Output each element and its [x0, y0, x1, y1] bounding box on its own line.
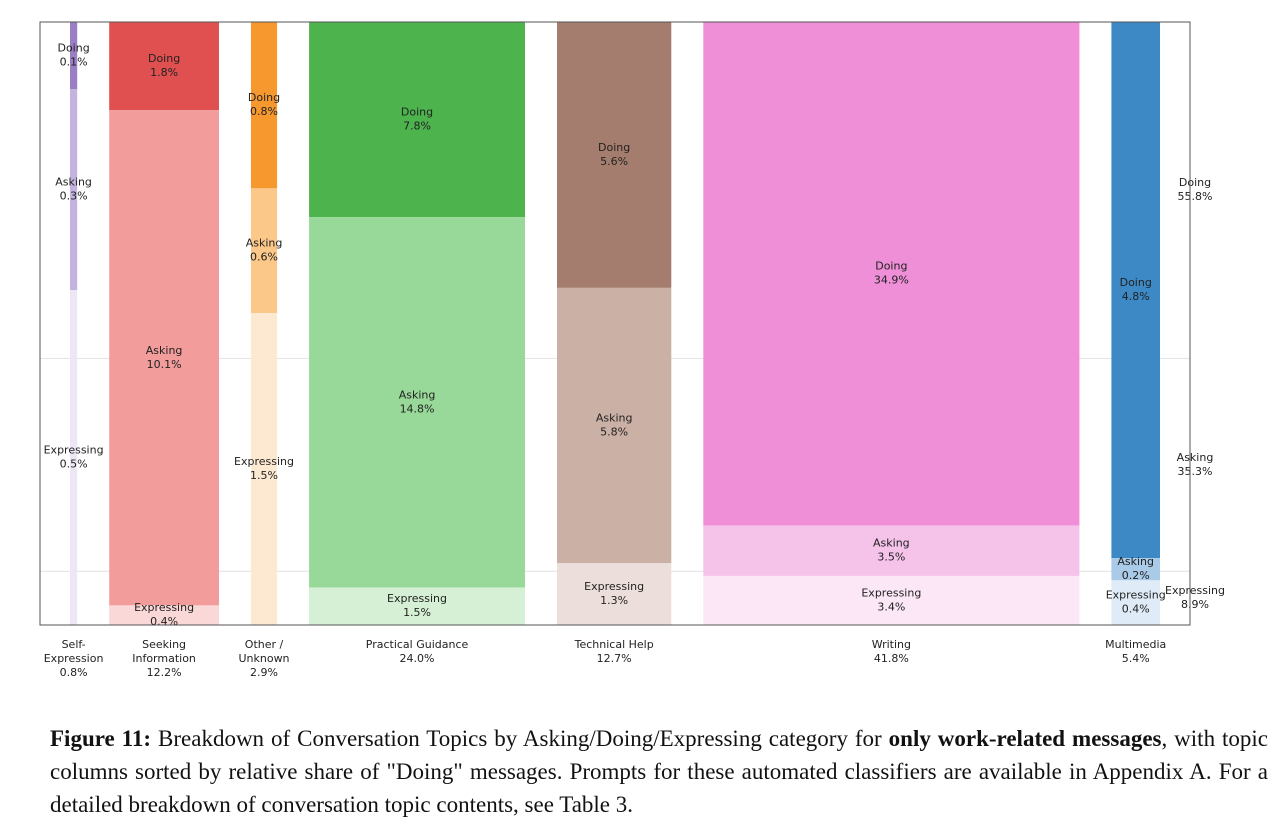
category-total: 0.8%	[59, 666, 88, 679]
segment-label: 1.8%	[150, 66, 178, 79]
segment-label: 0.6%	[250, 251, 278, 264]
segment-label: 5.8%	[600, 426, 628, 439]
segment-label: 0.8%	[250, 105, 278, 118]
segment	[109, 110, 219, 606]
caption-run: only work-related messages	[888, 726, 1162, 751]
segment	[557, 563, 672, 625]
segment-name: Doing	[401, 106, 433, 119]
category-total: 24.0%	[399, 652, 435, 665]
x-label: Writing 41.8%	[836, 638, 946, 666]
overall-name: Asking	[1177, 451, 1214, 464]
segment	[309, 587, 526, 625]
category-total: 12.2%	[146, 666, 182, 679]
segment-name: Doing	[598, 141, 630, 154]
category-name: Other / Unknown	[238, 638, 290, 665]
x-label: Practical Guidance 24.0%	[362, 638, 472, 666]
segment-label: 10.1%	[147, 358, 182, 371]
segment-name: Expressing	[134, 601, 194, 614]
category-total: 41.8%	[873, 652, 909, 665]
segment-label: 34.9%	[874, 274, 909, 287]
segment-label: 0.4%	[1122, 603, 1150, 616]
segment-name: Asking	[246, 237, 283, 250]
segment-label: 3.5%	[877, 551, 905, 564]
segment	[250, 313, 278, 625]
segment-name: Doing	[148, 52, 180, 65]
segment-label: 1.3%	[600, 594, 628, 607]
caption: Figure 11: Breakdown of Conversation Top…	[50, 722, 1268, 821]
segment	[109, 605, 219, 625]
segment	[1111, 580, 1160, 625]
caption-run: Breakdown of Conversation Topics by Aski…	[151, 726, 889, 751]
category-total: 12.7%	[596, 652, 632, 665]
plot-frame	[39, 21, 1191, 626]
segment-name: Asking	[55, 176, 92, 189]
category-name: Self-Expression	[43, 638, 104, 665]
segment	[250, 188, 278, 314]
category-name: Practical Guidance	[365, 638, 469, 651]
segment-name: Asking	[146, 344, 183, 357]
segment-name: Asking	[1117, 555, 1154, 568]
overall-label: 8.9%	[1181, 598, 1209, 611]
caption-run: Figure 11:	[50, 726, 152, 751]
segment-name: Expressing	[44, 444, 104, 457]
segment-label: 0.3%	[60, 190, 88, 203]
segment-label: 1.5%	[403, 606, 431, 619]
segment-label: 0.2%	[1122, 569, 1150, 582]
segment-name: Asking	[873, 537, 910, 550]
category-name: Technical Help	[574, 638, 654, 651]
x-label: Self-Expression 0.8%	[39, 638, 109, 680]
segment-name: Asking	[596, 412, 633, 425]
segment-name: Expressing	[1106, 589, 1166, 602]
segment-name: Asking	[399, 388, 436, 401]
chart: Doing55.8%Asking35.3%Expressing8.9%Doing…	[39, 21, 1225, 628]
x-label: Seeking Information 12.2%	[129, 638, 199, 680]
category-total: 2.9%	[250, 666, 278, 679]
segment-label: 0.5%	[60, 458, 88, 471]
segment	[557, 287, 672, 564]
category-total: 5.4%	[1121, 652, 1150, 665]
category-name: Seeking Information	[132, 638, 196, 665]
segment	[703, 575, 1080, 625]
segment	[70, 22, 78, 89]
segment	[109, 22, 219, 111]
segment-name: Doing	[57, 42, 89, 55]
segment	[70, 290, 78, 625]
segment	[309, 22, 526, 218]
segment-label: 1.5%	[250, 469, 278, 482]
segment-name: Doing	[875, 260, 907, 273]
segment-label: 0.1%	[60, 56, 88, 69]
segment	[250, 22, 278, 189]
segment	[309, 217, 526, 588]
overall-name: Doing	[1179, 176, 1211, 189]
segment-name: Doing	[1120, 276, 1152, 289]
segment	[703, 22, 1080, 526]
overall-label: 55.8%	[1178, 190, 1213, 203]
segment-name: Doing	[248, 91, 280, 104]
x-label: Multimedia 5.4%	[1081, 638, 1191, 666]
segment	[703, 525, 1080, 576]
segment-name: Expressing	[584, 580, 644, 593]
category-name: Multimedia	[1105, 638, 1167, 651]
segment-name: Expressing	[387, 592, 447, 605]
segment-label: 7.8%	[403, 120, 431, 133]
x-label: Other / Unknown 2.9%	[229, 638, 299, 680]
segment-label: 0.4%	[150, 615, 178, 628]
segment-label: 4.8%	[1122, 290, 1150, 303]
overall-label: 35.3%	[1178, 465, 1213, 478]
segment	[557, 22, 672, 288]
segment-label: 5.6%	[600, 155, 628, 168]
segment-label: 14.8%	[400, 402, 435, 415]
segment-name: Expressing	[234, 455, 294, 468]
category-name: Writing	[871, 638, 911, 651]
segment	[1111, 558, 1160, 581]
overall-name: Expressing	[1165, 584, 1225, 597]
segment	[70, 89, 78, 290]
segment-label: 3.4%	[877, 600, 905, 613]
caption-run: , with topic columns sorted by relative …	[50, 726, 1269, 817]
segment-name: Expressing	[861, 586, 921, 599]
x-label: Technical Help 12.7%	[559, 638, 669, 666]
segment	[1111, 22, 1160, 558]
